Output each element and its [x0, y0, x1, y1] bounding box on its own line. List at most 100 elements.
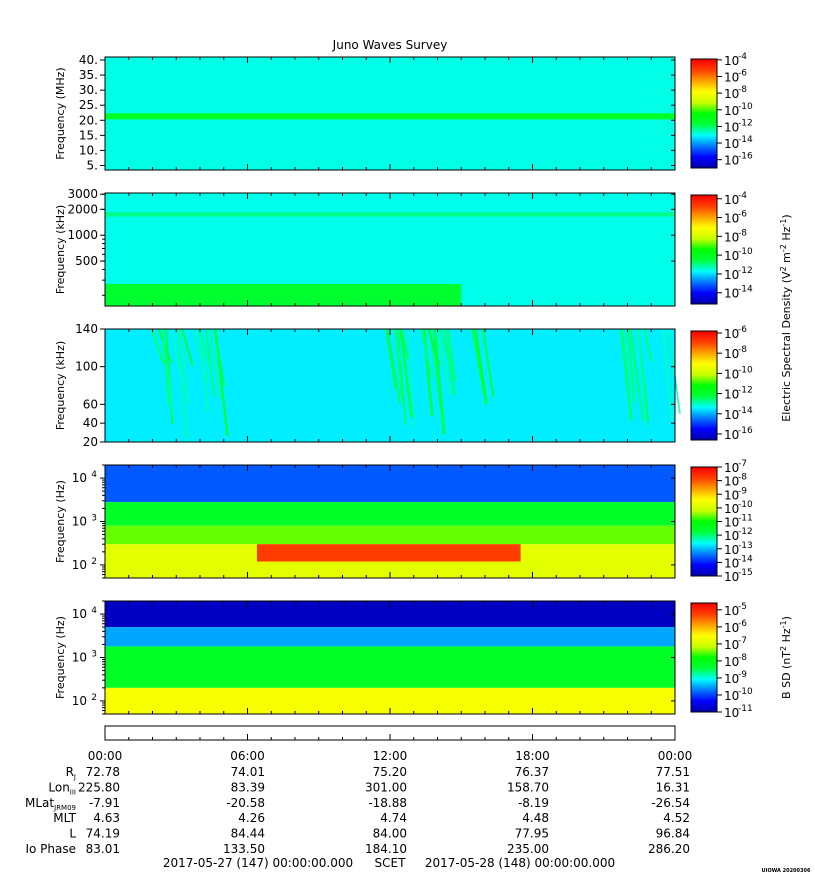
colorbar-tick-exponent: -12: [738, 386, 753, 396]
emission-streak: [662, 328, 673, 407]
ephemeris-label: L: [69, 827, 76, 841]
colorbar-tick-label: 10: [724, 516, 739, 530]
spectral-band: [105, 525, 675, 545]
colorbar-tick-label: 10: [724, 428, 739, 442]
colorbar-tick-label: 10: [724, 137, 739, 151]
emission-streak: [442, 328, 457, 396]
colorbar-tick-label: 10: [724, 475, 739, 489]
colorbar-tick-label: 10: [724, 502, 739, 516]
colorbar-tick-exponent: -14: [738, 135, 753, 145]
ephemeris-value: 225.80: [78, 780, 120, 794]
y-tick-label: 10: [72, 515, 87, 529]
ephemeris-value: 83.39: [231, 780, 265, 794]
colorbar-tick-label: 10: [724, 154, 739, 168]
colorbar-tick-label: 10: [724, 54, 739, 68]
colorbar-tick-exponent: -14: [738, 406, 753, 416]
ephemeris-value: 4.26: [238, 811, 265, 825]
emission-streak: [214, 328, 229, 437]
colorbar-tick-exponent: -6: [738, 619, 747, 629]
ephemeris-label: MLatJRM09: [25, 796, 76, 812]
colorbar-tick-label: 10: [724, 193, 739, 207]
colorbar-tick-exponent: -15: [738, 568, 753, 578]
colorbar-tick-label: 10: [724, 638, 739, 652]
y-tick-label: 10: [72, 471, 87, 485]
colorbar-tick-label: 10: [724, 268, 739, 282]
colorbar-tick-exponent: -11: [738, 704, 753, 714]
emission-streak: [481, 328, 495, 398]
colorbar-tick-exponent: -4: [738, 52, 747, 62]
y-axis-label: Frequency (Hz): [54, 480, 67, 563]
ephemeris-value: 158.70: [507, 780, 549, 794]
ephemeris-value: 286.20: [648, 842, 690, 856]
emission-streak: [150, 328, 165, 364]
ephemeris-value: 301.00: [365, 780, 407, 794]
y-tick-label: 20: [83, 435, 98, 449]
colorbar: [690, 330, 718, 441]
spectral-band: [105, 465, 675, 503]
colorbar-tick-exponent: -14: [738, 554, 753, 564]
emission-streak: [179, 328, 190, 406]
colorbar-tick-exponent: -10: [738, 500, 753, 510]
y-tick-label: 2000: [67, 202, 98, 216]
emission-streak: [436, 328, 452, 395]
emission-streak: [446, 328, 457, 382]
colorbar-tick-exponent: -14: [738, 285, 753, 295]
y-tick-label: 25.: [79, 98, 98, 112]
y-axis-label: Frequency (Hz): [54, 616, 67, 699]
colorbar-tick-label: 10: [724, 367, 739, 381]
y-tick-label: 10: [72, 694, 87, 708]
y-tick-label: 1000: [67, 228, 98, 242]
emission-streak: [394, 328, 404, 399]
colorbar-tick-label: 10: [724, 604, 739, 618]
ephemeris-value: 84.44: [231, 827, 265, 841]
colorbar-tick-exponent: -16: [738, 152, 753, 162]
colorbar-tick-exponent: -12: [738, 527, 753, 537]
ephemeris-value: -7.91: [89, 796, 120, 810]
spectral-band: [105, 284, 462, 306]
colorbar-tick-label: 10: [724, 706, 739, 720]
time-label: 18:00: [515, 749, 550, 763]
y-tick-label: 140: [75, 322, 98, 336]
spectral-band: [105, 627, 675, 647]
colorbar-tick-label: 10: [724, 287, 739, 301]
time-label: 00:00: [658, 749, 693, 763]
y-tick-label: 60: [83, 397, 98, 411]
colorbar-label: B SD (nT2 Hz-1): [779, 616, 793, 699]
emission-streak: [667, 328, 681, 414]
colorbar-tick-exponent: -6: [738, 68, 747, 78]
y-tick-label: 100: [75, 360, 98, 374]
time-axis: 00:00 06:00 12:00 18:00 00:00: [88, 725, 693, 763]
y-tick-label: 10: [72, 607, 87, 621]
ephemeris-label: MLT: [53, 811, 76, 825]
colorbar-tick-exponent: -8: [738, 85, 747, 95]
colorbar-tick-label: 10: [724, 621, 739, 635]
colorbar-tick-exponent: -10: [738, 247, 753, 257]
colorbar-tick-label: 10: [724, 672, 739, 686]
colorbar-tick-label: 10: [724, 543, 739, 557]
colorbar-tick-exponent: -9: [738, 486, 747, 496]
emission-streak: [169, 328, 186, 389]
ephemeris-value: 83.01: [86, 842, 120, 856]
colorbar: [690, 466, 718, 577]
ephemeris-value: 76.37: [515, 765, 549, 779]
colorbar-tick-label: 10: [724, 347, 739, 361]
emission-streak: [427, 328, 441, 366]
colorbar-tick-exponent: -10: [738, 365, 753, 375]
ephemeris-table: RJ 72.78 74.01 75.20 76.37 77.51 LonIII 225.80 8…: [25, 765, 690, 856]
y-tick-label: 20.: [79, 113, 98, 127]
y-axis-label: Frequency (MHz): [54, 67, 67, 159]
ephemeris-value: 74.19: [86, 827, 120, 841]
colorbar-tick-exponent: -7: [738, 636, 747, 646]
y-tick-label: 5.: [87, 158, 98, 172]
y-tick-exponent: 2: [91, 693, 97, 703]
ephemeris-value: 184.10: [365, 842, 407, 856]
colorbar-tick-exponent: -4: [738, 191, 747, 201]
ephemeris-value: 133.50: [223, 842, 265, 856]
colorbar-tick-exponent: -6: [738, 325, 747, 335]
ephemeris-value: 235.00: [507, 842, 549, 856]
emission-streak: [637, 328, 648, 429]
emission-streak: [197, 328, 213, 371]
spectral-band: [105, 502, 675, 526]
